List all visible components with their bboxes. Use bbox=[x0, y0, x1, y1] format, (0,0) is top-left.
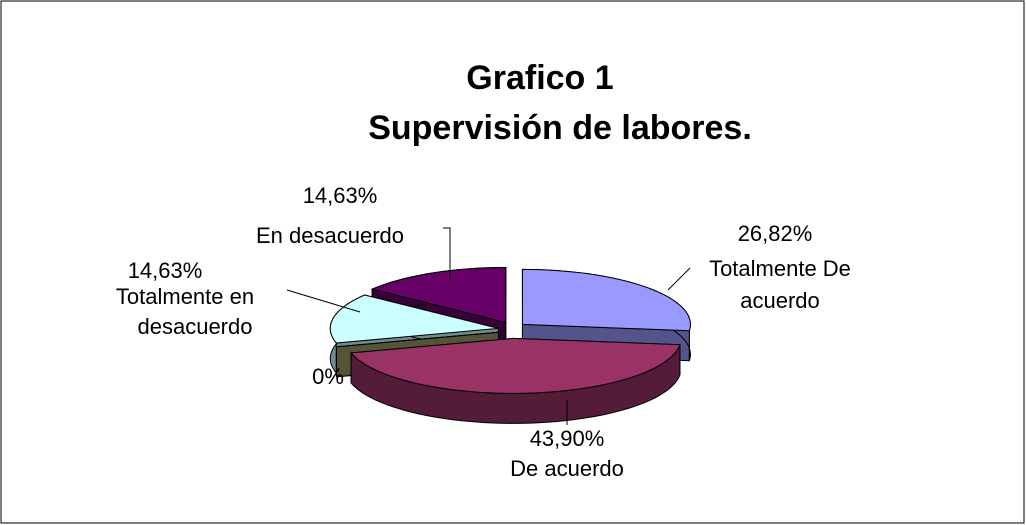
leader-line bbox=[286, 289, 361, 313]
slice-name-line: Totalmente De bbox=[709, 256, 851, 281]
slice-group bbox=[350, 337, 681, 424]
slice-name: Totalmente en desacuerdo bbox=[116, 284, 254, 339]
slice-name: Totalmente De acuerdo bbox=[709, 256, 851, 313]
data-label: 43,90% bbox=[530, 426, 605, 451]
slice-name-line: Totalmente en bbox=[116, 284, 254, 309]
slice-name: De acuerdo bbox=[510, 456, 624, 481]
leader-line bbox=[443, 227, 451, 280]
slice bbox=[370, 266, 507, 324]
data-label: 26,82% bbox=[738, 221, 813, 246]
data-label: 0% bbox=[312, 364, 344, 389]
slice-name-line: desacuerdo bbox=[138, 314, 253, 339]
leader-line bbox=[667, 267, 691, 291]
data-label: 14,63% bbox=[128, 258, 203, 283]
chart-title: Grafico 1 bbox=[466, 59, 613, 97]
slice-name: En desacuerdo bbox=[256, 223, 404, 248]
data-label: 14,63% bbox=[303, 183, 378, 208]
slice bbox=[350, 337, 681, 394]
slice-name-line: acuerdo bbox=[740, 288, 820, 313]
slice bbox=[521, 268, 691, 332]
slice bbox=[329, 294, 499, 344]
chart-subtitle: Supervisión de labores. bbox=[368, 109, 752, 147]
